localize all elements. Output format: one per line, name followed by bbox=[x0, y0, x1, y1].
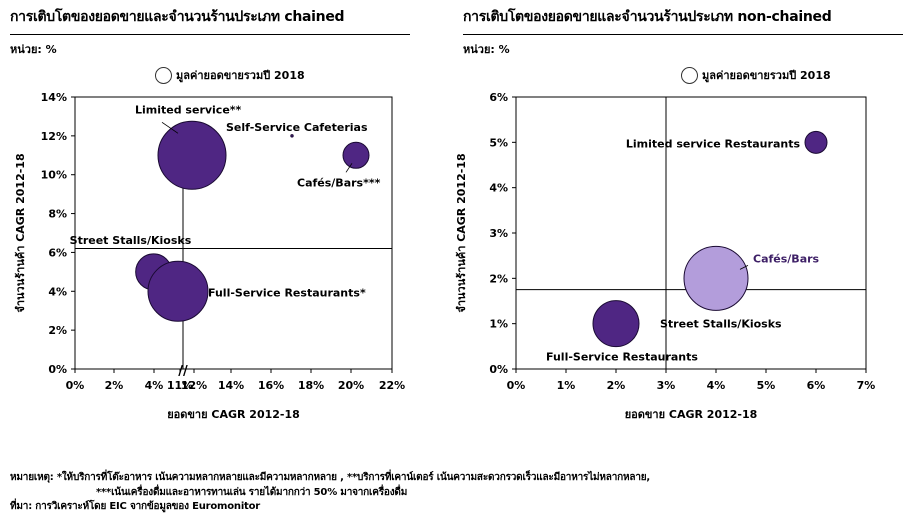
x-axis-title: ยอดขาย CAGR 2012-18 bbox=[625, 408, 758, 421]
x-tick-label: 6% bbox=[807, 379, 826, 392]
x-tick-label: 22% bbox=[379, 379, 405, 392]
axis-break-mark: // bbox=[178, 364, 188, 379]
right-unit-label: หน่วย: % bbox=[463, 43, 510, 56]
x-tick-label: 11% bbox=[167, 379, 193, 392]
y-tick-label: 0% bbox=[489, 363, 508, 376]
x-tick-label: 0% bbox=[507, 379, 526, 392]
bubble bbox=[157, 120, 227, 190]
right-legend: มูลค่ายอดขายรวมปี 2018 bbox=[681, 66, 831, 84]
bubble-label: Cafés/Bars*** bbox=[297, 176, 381, 189]
label-leader-line bbox=[739, 264, 749, 270]
plot-frame bbox=[74, 96, 393, 370]
bubble-label: Street Stalls/Kiosks bbox=[70, 234, 192, 247]
bubble-label: Full-Service Restaurants* bbox=[208, 286, 366, 299]
x-tick-label: 3% bbox=[657, 379, 676, 392]
y-tick-label: 0% bbox=[48, 363, 67, 376]
bubble-label: Self-Service Cafeterias bbox=[226, 121, 368, 134]
bubble bbox=[683, 245, 749, 311]
y-axis-title: จำนวนร้านค้า CAGR 2012-18 bbox=[14, 153, 27, 312]
bubble bbox=[342, 141, 370, 169]
x-tick-label: 16% bbox=[258, 379, 284, 392]
x-tick-label: 5% bbox=[757, 379, 776, 392]
bubble bbox=[804, 130, 828, 154]
x-tick-label: 2% bbox=[105, 379, 124, 392]
right-chart-title: การเติบโตของยอดขายและจำนวนร้านประเภท non… bbox=[463, 9, 832, 25]
x-tick-label: 20% bbox=[338, 379, 364, 392]
right-legend-label: มูลค่ายอดขายรวมปี 2018 bbox=[702, 69, 831, 82]
x-tick-label: 12% bbox=[181, 379, 207, 392]
bubble-label: Limited service** bbox=[135, 103, 242, 116]
y-tick-label: 6% bbox=[489, 91, 508, 104]
label-leader-line bbox=[345, 163, 353, 173]
x-tick-label: 4% bbox=[145, 379, 164, 392]
y-tick-label: 2% bbox=[489, 272, 508, 285]
left-title-rule bbox=[10, 34, 410, 35]
bubble bbox=[592, 300, 640, 348]
y-tick-label: 1% bbox=[489, 318, 508, 331]
x-axis-title: ยอดขาย CAGR 2012-18 bbox=[167, 408, 300, 421]
y-tick-label: 3% bbox=[489, 227, 508, 240]
y-tick-label: 14% bbox=[41, 91, 67, 104]
y-tick-label: 12% bbox=[41, 130, 67, 143]
y-tick-label: 6% bbox=[48, 246, 67, 259]
label-leader-line bbox=[161, 121, 179, 134]
y-axis-title: จำนวนร้านค้า CAGR 2012-18 bbox=[455, 153, 468, 312]
y-tick-label: 8% bbox=[48, 208, 67, 221]
x-tick-label: 2% bbox=[607, 379, 626, 392]
footnote-source: ที่มา: การวิเคราะห์โดย EIC จากข้อมูลของ … bbox=[10, 501, 261, 512]
x-tick-label: 0% bbox=[66, 379, 85, 392]
legend-circle-icon bbox=[155, 66, 172, 84]
bubble-label: Full-Service Restaurants bbox=[546, 351, 698, 364]
bubble bbox=[290, 134, 294, 138]
y-tick-label: 10% bbox=[41, 169, 67, 182]
right-title-rule bbox=[463, 34, 903, 35]
legend-circle-icon bbox=[681, 66, 698, 84]
y-tick-label: 4% bbox=[489, 182, 508, 195]
left-unit-label: หน่วย: % bbox=[10, 43, 57, 56]
footnote-note-cont: ***เน้นเครื่องดื่มและอาหารทานเล่น รายได้… bbox=[96, 487, 408, 498]
bubble bbox=[147, 260, 209, 322]
left-chart-title: การเติบโตของยอดขายและจำนวนร้านประเภท cha… bbox=[10, 9, 345, 25]
x-tick-label: 4% bbox=[707, 379, 726, 392]
x-tick-label: 18% bbox=[298, 379, 324, 392]
bubble-label: Limited service Restaurants bbox=[626, 137, 801, 150]
x-tick-label: 1% bbox=[557, 379, 576, 392]
left-legend-label: มูลค่ายอดขายรวมปี 2018 bbox=[176, 69, 305, 82]
bubble-label: Street Stalls/Kiosks bbox=[660, 318, 782, 331]
footnote-note: หมายเหตุ: *ให้บริการที่โต๊ะอาหาร เน้นควา… bbox=[10, 472, 650, 483]
y-tick-label: 5% bbox=[489, 136, 508, 149]
y-tick-label: 4% bbox=[48, 285, 67, 298]
left-legend: มูลค่ายอดขายรวมปี 2018 bbox=[155, 66, 305, 84]
x-tick-label: 14% bbox=[218, 379, 244, 392]
x-tick-label: 7% bbox=[857, 379, 876, 392]
bubble-label: Cafés/Bars bbox=[753, 252, 820, 265]
y-tick-label: 2% bbox=[48, 324, 67, 337]
